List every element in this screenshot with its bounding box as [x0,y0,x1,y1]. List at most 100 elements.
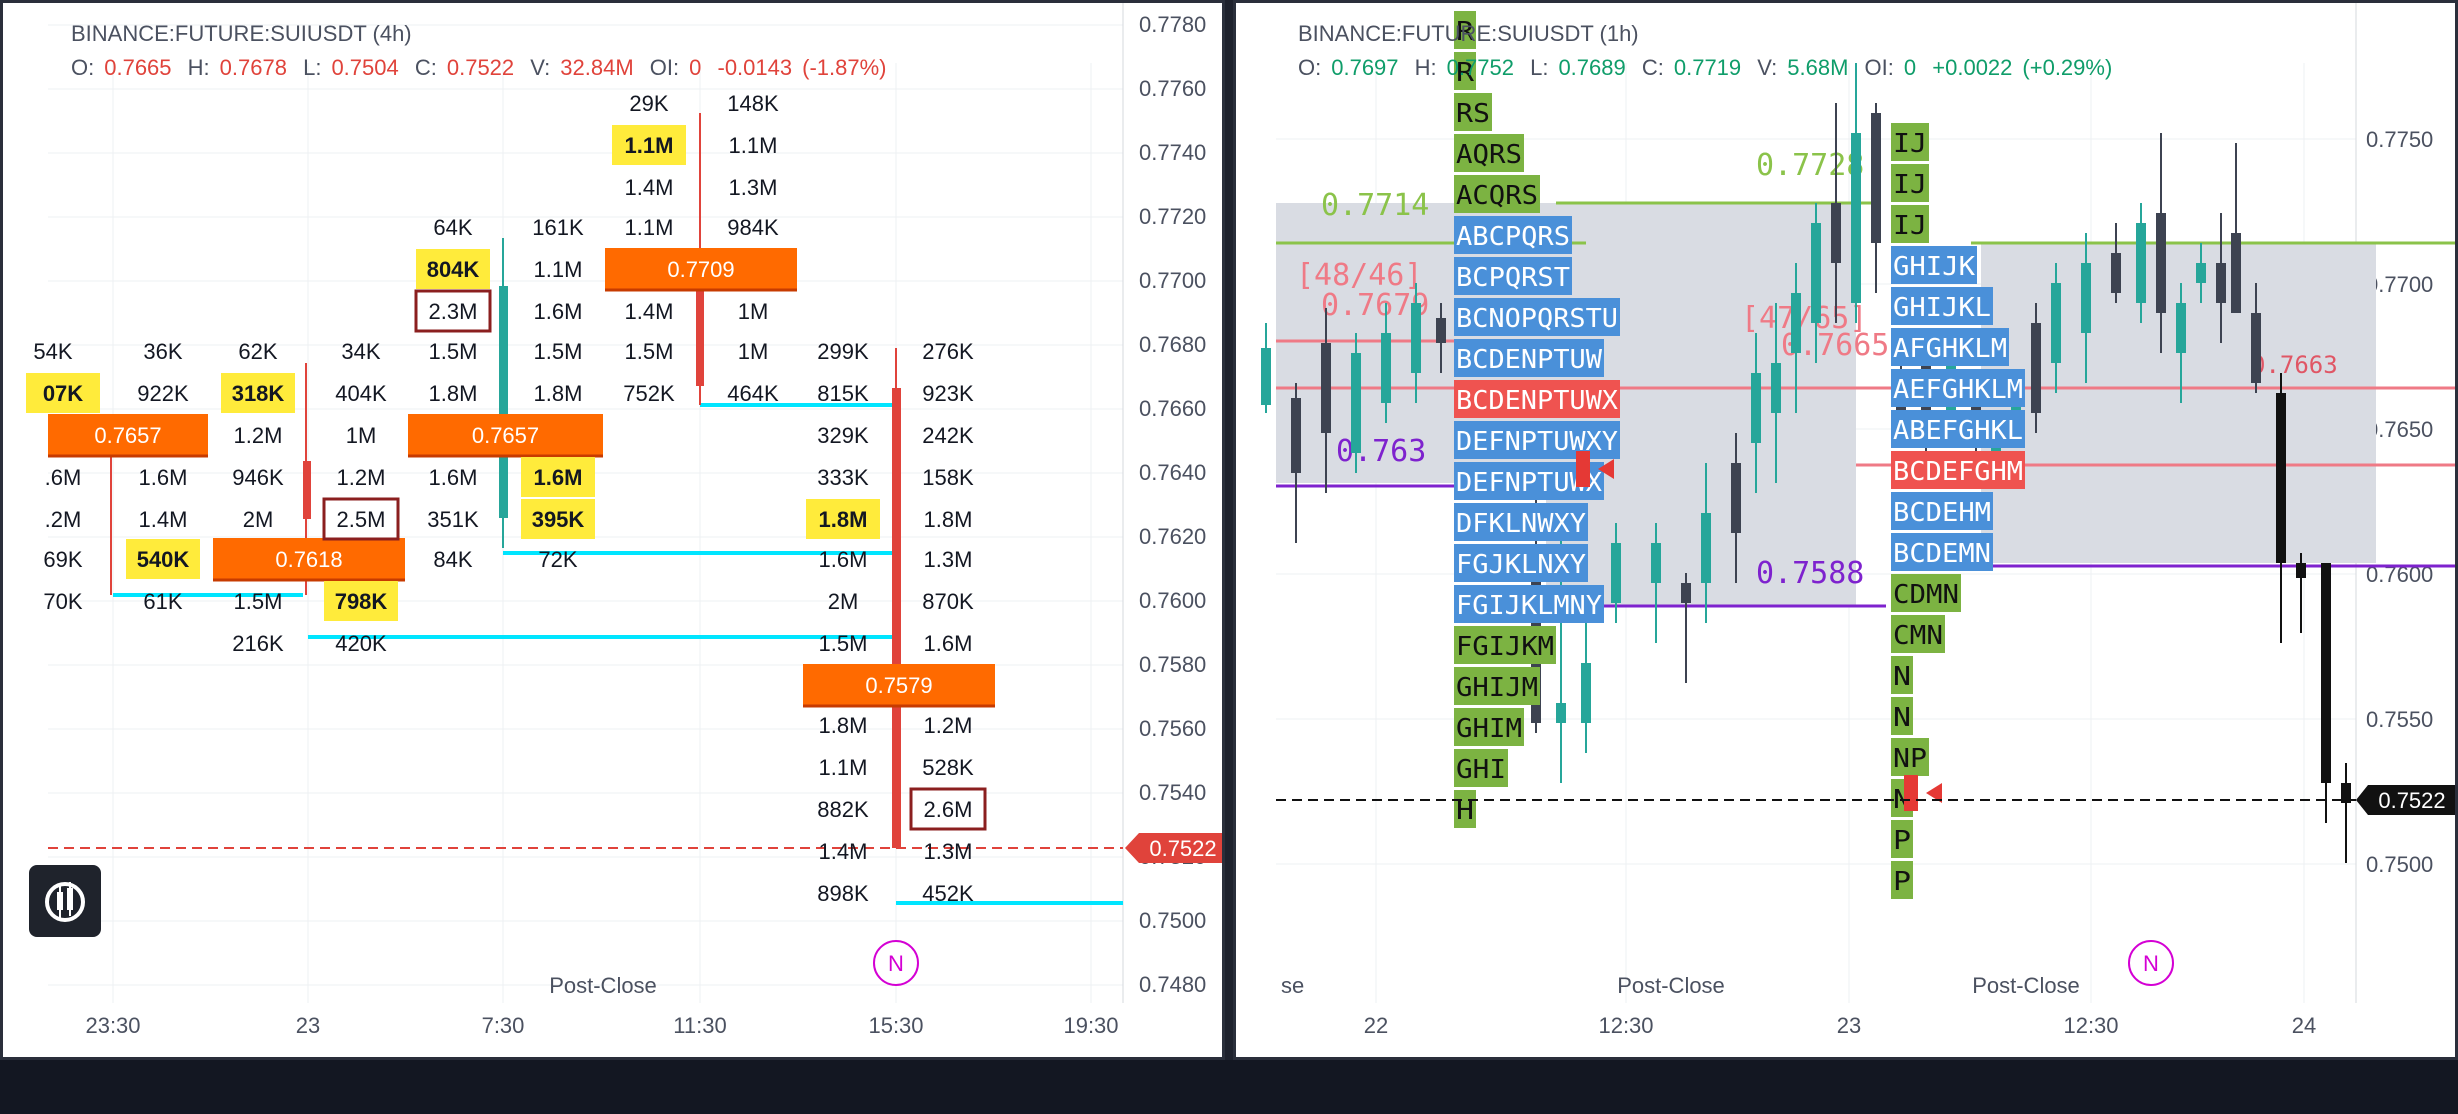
candle-body [2341,783,2351,803]
volume-highlight [612,125,686,165]
tpo-row-bg [1454,52,1476,90]
footprint-cell: 1.1M [729,133,778,158]
footprint-cell: 1.5M [234,589,283,614]
price-axis-label: 0.7480 [1139,972,1206,997]
tpo-letters: RS [1456,99,1490,129]
tpo-row-bg [1891,246,1977,284]
footprint-cell: 1.1M [534,257,583,282]
candle-body [2051,283,2061,363]
level-label: 0.7714 [1321,188,1429,223]
time-axis-label: 23 [1837,1013,1861,1038]
level-label: 0.7728 [1756,148,1864,183]
footprint-cell: 70K [43,589,82,614]
volume-imbalance-box [414,289,492,333]
footprint-cell: 1.8M [819,713,868,738]
tpo-row-bg [1891,451,2025,489]
candle-body [2321,563,2331,783]
footprint-chart-4h[interactable]: 0.7780 0.7760 0.7740 0.7720 0.7700 0.7680 0.76… [3,3,1225,1060]
tpo-letters: CDMN [1893,580,1959,610]
tpo-row-bg [1891,697,1913,735]
tpo-row-bg [1891,287,1993,325]
change-pct-value: (-1.87%) [802,55,887,80]
news-icon [873,940,919,986]
tpo-row-bg [1454,585,1604,623]
price-axis-label: 0.7760 [1139,76,1206,101]
candle-body [2196,263,2206,283]
session-label: Post-Close [1972,973,2080,998]
candle-body [2231,233,2241,313]
tpo-letters: AFGHKLM [1893,334,2007,364]
footprint-cell: 148K [727,91,779,116]
bottom-bar [0,1060,2458,1114]
tpo-row-bg [1454,626,1556,664]
footprint-cell: 540K [137,547,190,572]
footprint-cell: 61K [143,589,182,614]
footprint-cell: 351K [427,507,479,532]
close-value: 0.7522 [446,55,515,80]
volume-value: 5.68M [1787,55,1849,80]
footprint-cell: 2M [243,507,274,532]
candle-body [1351,353,1361,453]
time-axis-label: 23 [296,1013,320,1038]
volume-highlight [521,499,595,539]
ohlc-row: O: 0.7665 H: 0.7678 L: 0.7504 C: 0.7522 V: 32… [71,55,887,80]
candle-body [1771,363,1781,413]
candle-body [1291,398,1301,473]
tpo-poc-marker [1904,775,1918,811]
footprint-cell: 1.2M [234,423,283,448]
price-axis-label: 0.7680 [1139,332,1206,357]
candle-body [1651,543,1661,583]
price-axis-label: 0.7780 [1139,12,1206,37]
footprint-cell: 2.3M [429,299,478,324]
footprint-cell: 158K [922,465,974,490]
tpo-letters: N [1893,703,1911,733]
time-axis-label: 12:30 [2063,1013,2118,1038]
candle-body [2136,223,2146,303]
candle-body [1681,583,1691,603]
news-marker: N [2143,951,2159,976]
oi-value: 0 [1903,55,1917,80]
tpo-row-bg [1454,339,1604,377]
price-axis-label: 0.7500 [1139,908,1206,933]
tpo-row-bg [1454,298,1620,336]
tpo-row-bg [1454,544,1588,582]
footprint-cell: 882K [817,797,869,822]
candle-body [499,286,508,518]
tpo-row-bg [1454,216,1572,254]
tpo-letters: H [1456,796,1474,826]
footprint-cell: 36K [143,339,182,364]
candle-body [1731,463,1741,533]
footprint-cell: 1.6M [534,299,583,324]
tpo-letters: GHIJK [1893,252,1975,282]
tpo-letters: FGIJKLMNY [1456,591,1602,621]
tpo-row-bg [1891,615,1945,653]
time-axis-label: 22 [1364,1013,1388,1038]
change-value: +0.0022 [1932,55,2013,80]
footprint-cell: 984K [727,215,779,240]
session-label: Post-Close [1617,973,1725,998]
footprint-cell: 1.1M [625,215,674,240]
poc-box [213,538,405,580]
session-label: se [1281,973,1304,998]
change-value: -0.0143 [717,55,793,80]
tpo-letters: BCDENPTUWX [1456,386,1618,416]
tpo-row-bg [1454,667,1540,705]
tpo-row-bg [1891,492,1993,530]
tpo-row-bg [1891,533,1993,571]
chart-panel-1h[interactable]: 0.7750 0.7700 0.7650 0.7600 0.7550 0.7500 22 12… [1233,0,2458,1060]
level-label: 0.7663 [2251,351,2338,379]
tpo-row-bg [1891,410,2025,448]
tpo-row-bg [1454,749,1508,787]
footprint-cell: .2M [45,507,82,532]
poc-box [803,664,995,706]
poc-box [408,414,603,456]
candle-body [1581,663,1591,723]
poc-label: 0.7579 [865,673,932,698]
tpo-row-bg [1891,820,1913,858]
tradingview-logo-button[interactable] [29,865,101,937]
chart-panel-4h[interactable]: 0.7780 0.7760 0.7740 0.7720 0.7700 0.7680 0.76… [0,0,1225,1060]
poc-arrow-icon [1598,459,1614,479]
footprint-cell: 1.6M [819,547,868,572]
volume-highlight [26,373,100,413]
